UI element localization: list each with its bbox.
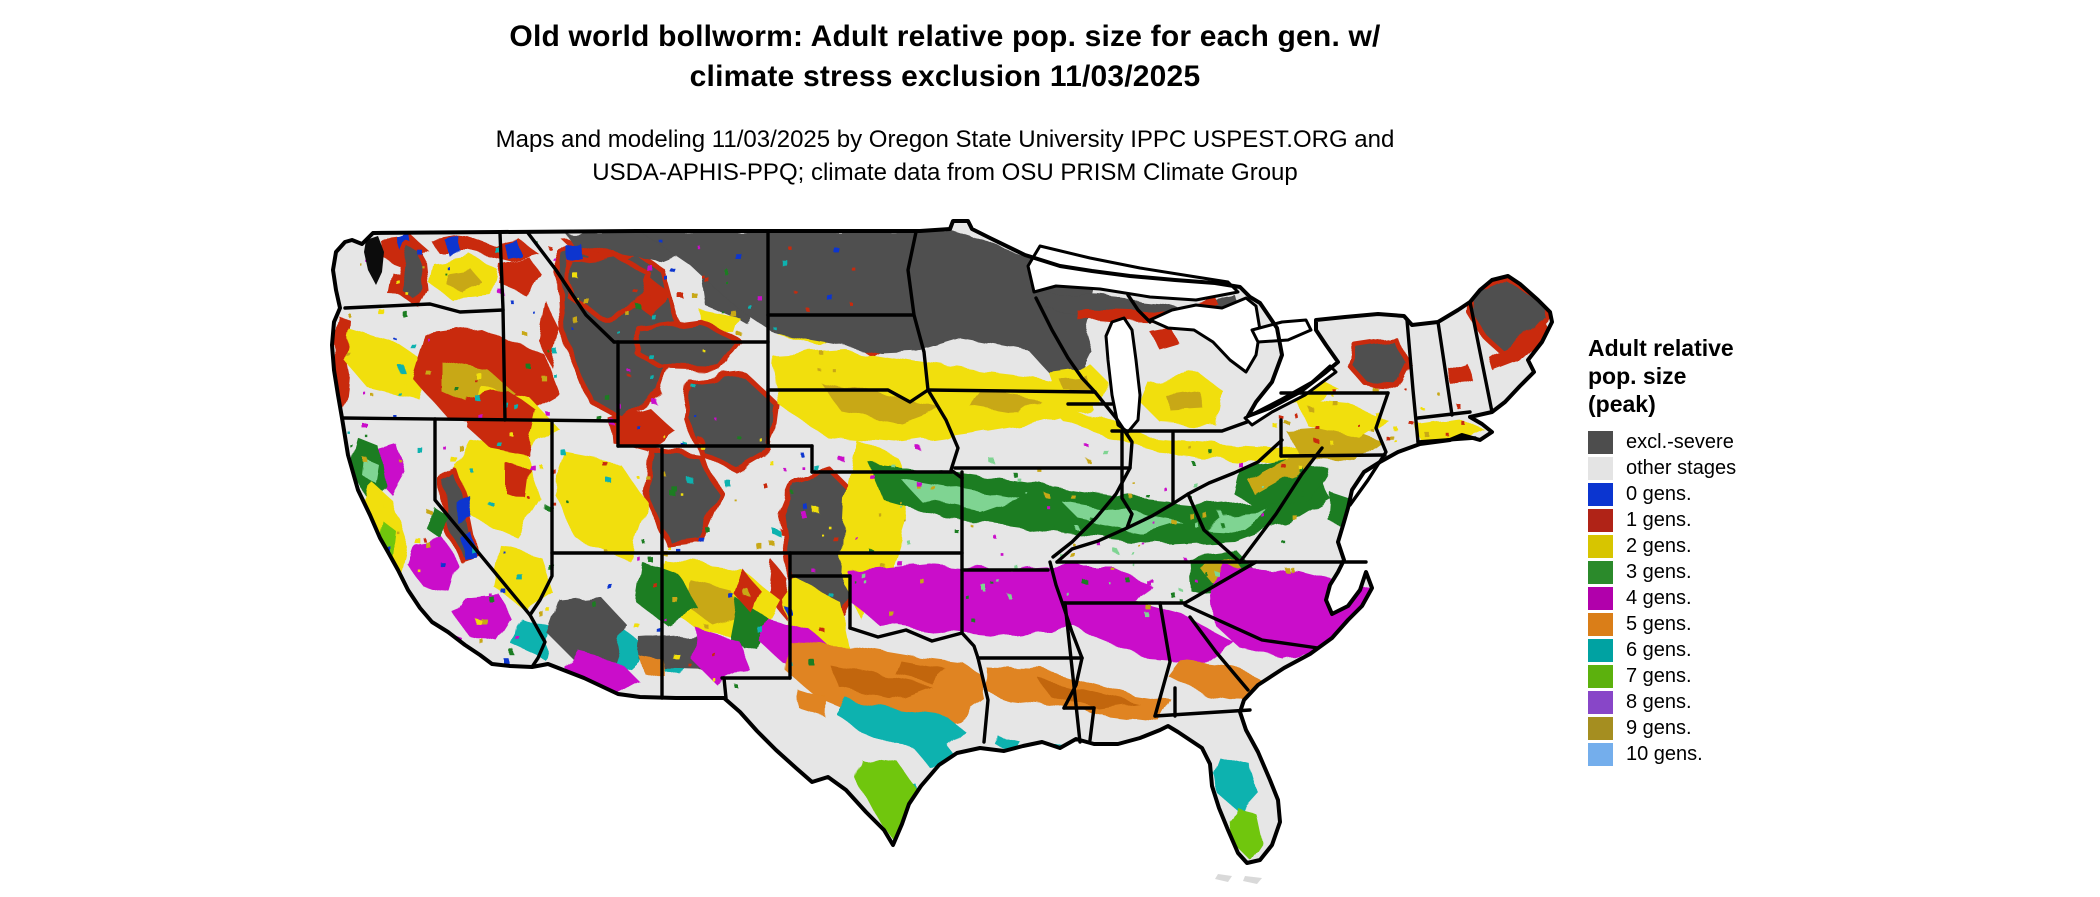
legend-swatch (1588, 690, 1613, 714)
legend-item: 6 gens. (1588, 637, 1888, 663)
legend-item-label: 6 gens. (1626, 638, 1692, 661)
us-map-svg (330, 219, 1554, 884)
florida-keys (1243, 876, 1262, 884)
legend-swatch (1588, 560, 1613, 584)
us-population-map (320, 160, 1570, 892)
legend-swatch (1588, 508, 1613, 532)
legend-item-label: 5 gens. (1626, 612, 1692, 635)
map-state-borders (340, 229, 1494, 744)
legend-item: 10 gens. (1588, 741, 1888, 767)
legend-item: 2 gens. (1588, 533, 1888, 559)
legend-item-label: other stages (1626, 456, 1737, 479)
legend-title: Adult relative pop. size (peak) (1588, 334, 1888, 418)
legend-swatch (1588, 586, 1613, 610)
legend-item: 9 gens. (1588, 715, 1888, 741)
legend-title-line1: Adult relative (1588, 335, 1734, 361)
legend-item: 5 gens. (1588, 611, 1888, 637)
legend-swatch (1588, 482, 1613, 506)
legend-item-label: 8 gens. (1626, 690, 1692, 713)
legend-item: 4 gens. (1588, 585, 1888, 611)
florida-keys (1215, 874, 1232, 882)
legend-item-label: 2 gens. (1626, 534, 1692, 557)
legend-item-label: 7 gens. (1626, 664, 1692, 687)
legend-item-label: 1 gens. (1626, 508, 1692, 531)
legend-item: other stages (1588, 455, 1888, 481)
legend-item: excl.-severe (1588, 429, 1888, 455)
puget-sound (364, 236, 384, 285)
legend-swatch (1588, 456, 1613, 480)
page-subtitle-line2: USDA-APHIS-PPQ; climate data from OSU PR… (592, 159, 1298, 186)
legend-item-label: excl.-severe (1626, 430, 1734, 453)
legend-item-label: 0 gens. (1626, 482, 1692, 505)
legend-title-line3: (peak) (1588, 391, 1656, 417)
page-title-line2: climate stress exclusion 11/03/2025 (689, 60, 1201, 93)
legend-item: 7 gens. (1588, 663, 1888, 689)
legend-swatch (1588, 430, 1613, 454)
legend-item-label: 9 gens. (1626, 716, 1692, 739)
legend-swatch (1588, 534, 1613, 558)
legend-item: 0 gens. (1588, 481, 1888, 507)
legend-item-label: 3 gens. (1626, 560, 1692, 583)
map-outline (330, 219, 1554, 865)
legend-swatch (1588, 742, 1613, 766)
legend-item: 3 gens. (1588, 559, 1888, 585)
legend-title-line2: pop. size (1588, 363, 1687, 389)
map-land (332, 221, 1552, 863)
legend-swatch (1588, 612, 1613, 636)
legend-swatch (1588, 664, 1613, 688)
legend: Adult relative pop. size (peak) excl.-se… (1588, 334, 1888, 767)
page-title-line1: Old world bollworm: Adult relative pop. … (509, 20, 1381, 53)
legend-item-label: 10 gens. (1626, 742, 1703, 765)
legend-item: 8 gens. (1588, 689, 1888, 715)
legend-item: 1 gens. (1588, 507, 1888, 533)
page-subtitle-line1: Maps and modeling 11/03/2025 by Oregon S… (495, 126, 1395, 153)
legend-swatch (1588, 638, 1613, 662)
legend-items: excl.-severe other stages 0 gens. 1 gens. 2 … (1588, 429, 1888, 767)
legend-item-label: 4 gens. (1626, 586, 1692, 609)
legend-swatch (1588, 716, 1613, 740)
